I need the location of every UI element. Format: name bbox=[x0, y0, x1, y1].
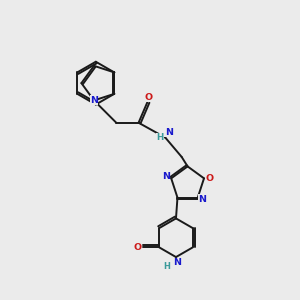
Text: N: N bbox=[198, 195, 206, 204]
Text: O: O bbox=[205, 174, 213, 183]
Text: N: N bbox=[162, 172, 170, 181]
Text: H: H bbox=[164, 262, 170, 271]
Text: N: N bbox=[90, 96, 98, 105]
Text: O: O bbox=[134, 243, 142, 252]
Text: N: N bbox=[173, 259, 181, 268]
Text: H: H bbox=[156, 133, 164, 142]
Text: N: N bbox=[165, 128, 173, 137]
Text: O: O bbox=[145, 93, 153, 102]
